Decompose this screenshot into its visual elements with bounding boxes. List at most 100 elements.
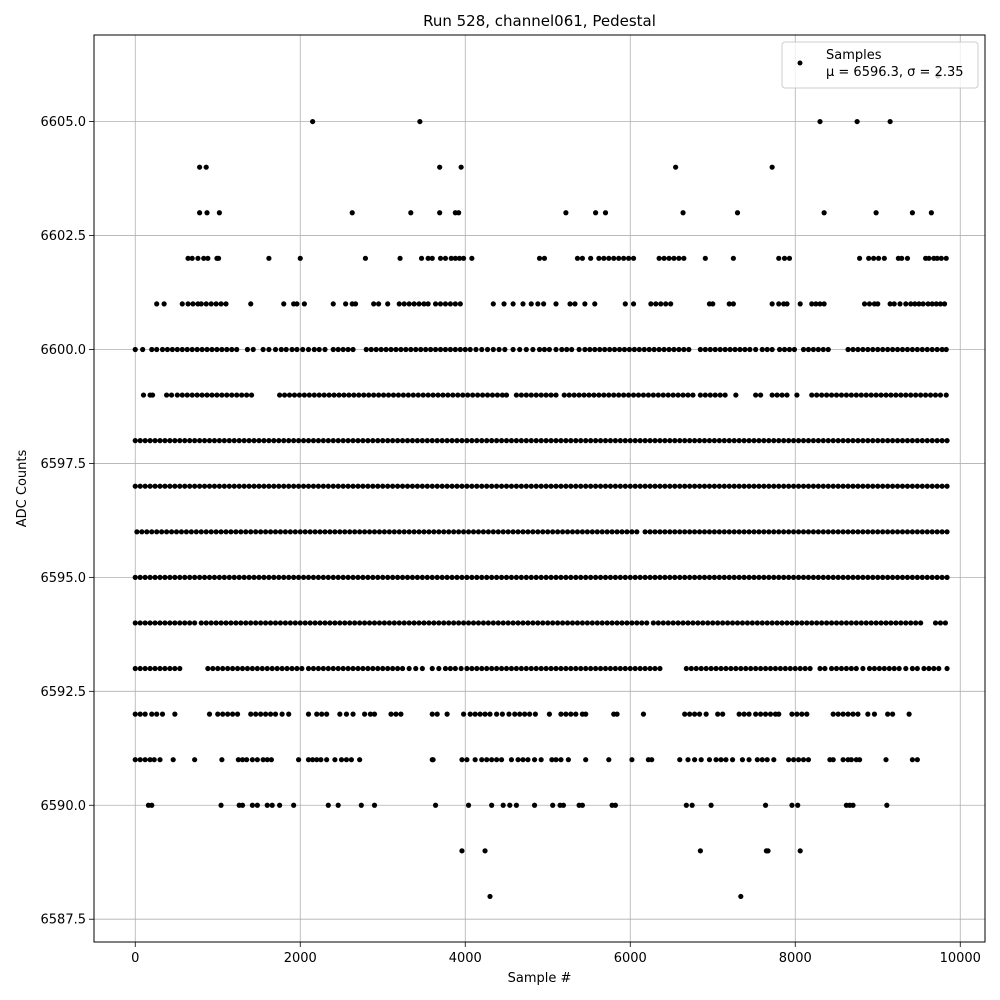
data-point (149, 529, 155, 535)
data-point (238, 620, 244, 626)
data-point (140, 392, 147, 398)
data-point (187, 574, 193, 580)
data-point (850, 483, 856, 489)
data-point (140, 346, 146, 353)
data-point (167, 574, 173, 580)
data-point (454, 574, 460, 580)
data-point (139, 529, 145, 535)
data-point (820, 346, 826, 353)
data-point (206, 711, 213, 717)
data-point (579, 802, 586, 808)
data-point (645, 392, 652, 398)
data-point (147, 574, 153, 580)
data-point (938, 255, 944, 261)
data-point (170, 757, 176, 763)
data-point (164, 392, 170, 398)
data-point (523, 665, 529, 672)
data-point (894, 346, 901, 353)
data-point (786, 574, 792, 580)
data-point (420, 392, 426, 398)
data-point (607, 574, 614, 580)
data-point (157, 438, 163, 444)
data-point (548, 574, 554, 580)
data-point (198, 301, 204, 307)
data-point (282, 529, 288, 535)
data-point (636, 346, 642, 353)
data-point (748, 665, 754, 672)
data-point (322, 529, 328, 535)
data-point (399, 483, 406, 489)
data-point (894, 574, 901, 580)
data-point (137, 711, 143, 717)
data-point (395, 483, 401, 489)
data-point (513, 483, 520, 489)
y-tick-label: 6590.0 (41, 799, 87, 814)
data-point (723, 665, 729, 672)
data-point (484, 665, 490, 672)
data-point (865, 483, 871, 489)
data-point (399, 665, 406, 672)
data-point (345, 438, 351, 444)
data-point (680, 620, 686, 626)
data-point (209, 346, 215, 353)
data-point (612, 665, 619, 672)
data-point (815, 438, 821, 444)
data-point (373, 346, 379, 353)
data-point (875, 301, 881, 307)
data-point (703, 711, 709, 717)
data-point (234, 346, 240, 353)
data-point (208, 529, 214, 535)
data-point (820, 483, 826, 489)
data-point (914, 529, 920, 535)
data-point (687, 438, 693, 444)
data-point (791, 438, 797, 444)
data-point (500, 802, 506, 808)
data-point (409, 574, 416, 580)
data-point (508, 757, 515, 763)
data-point (451, 529, 457, 535)
data-point (533, 438, 539, 444)
data-point (627, 483, 633, 489)
data-point (444, 711, 450, 717)
data-point (681, 255, 687, 261)
data-point (266, 346, 272, 353)
data-point (312, 620, 318, 626)
data-point (701, 483, 708, 489)
data-point (291, 392, 298, 398)
data-point (573, 438, 579, 444)
data-point (611, 346, 618, 353)
data-point (236, 438, 242, 444)
data-point (713, 665, 719, 672)
data-point (848, 392, 854, 398)
data-point (914, 757, 920, 763)
data-point (266, 483, 272, 489)
data-point (890, 574, 896, 580)
data-point (330, 574, 336, 580)
data-point (305, 574, 312, 580)
data-point (335, 483, 341, 489)
data-point (206, 438, 213, 444)
data-point (791, 346, 798, 353)
data-point (322, 346, 328, 353)
data-point (672, 574, 678, 580)
data-point (751, 438, 757, 444)
data-point (899, 529, 906, 535)
data-point (753, 711, 759, 717)
data-point (536, 255, 543, 261)
data-point (779, 392, 785, 398)
data-point (617, 438, 623, 444)
data-point (269, 665, 275, 672)
data-point (506, 711, 512, 717)
data-point (437, 255, 444, 261)
data-point (418, 255, 425, 261)
data-point (385, 574, 391, 580)
data-point (183, 529, 189, 535)
data-point (197, 574, 203, 580)
data-point (523, 483, 529, 489)
data-point (371, 301, 377, 307)
data-point (766, 574, 772, 580)
data-point (162, 483, 168, 489)
data-point (729, 620, 736, 626)
data-point (937, 301, 944, 307)
data-point (479, 574, 485, 580)
